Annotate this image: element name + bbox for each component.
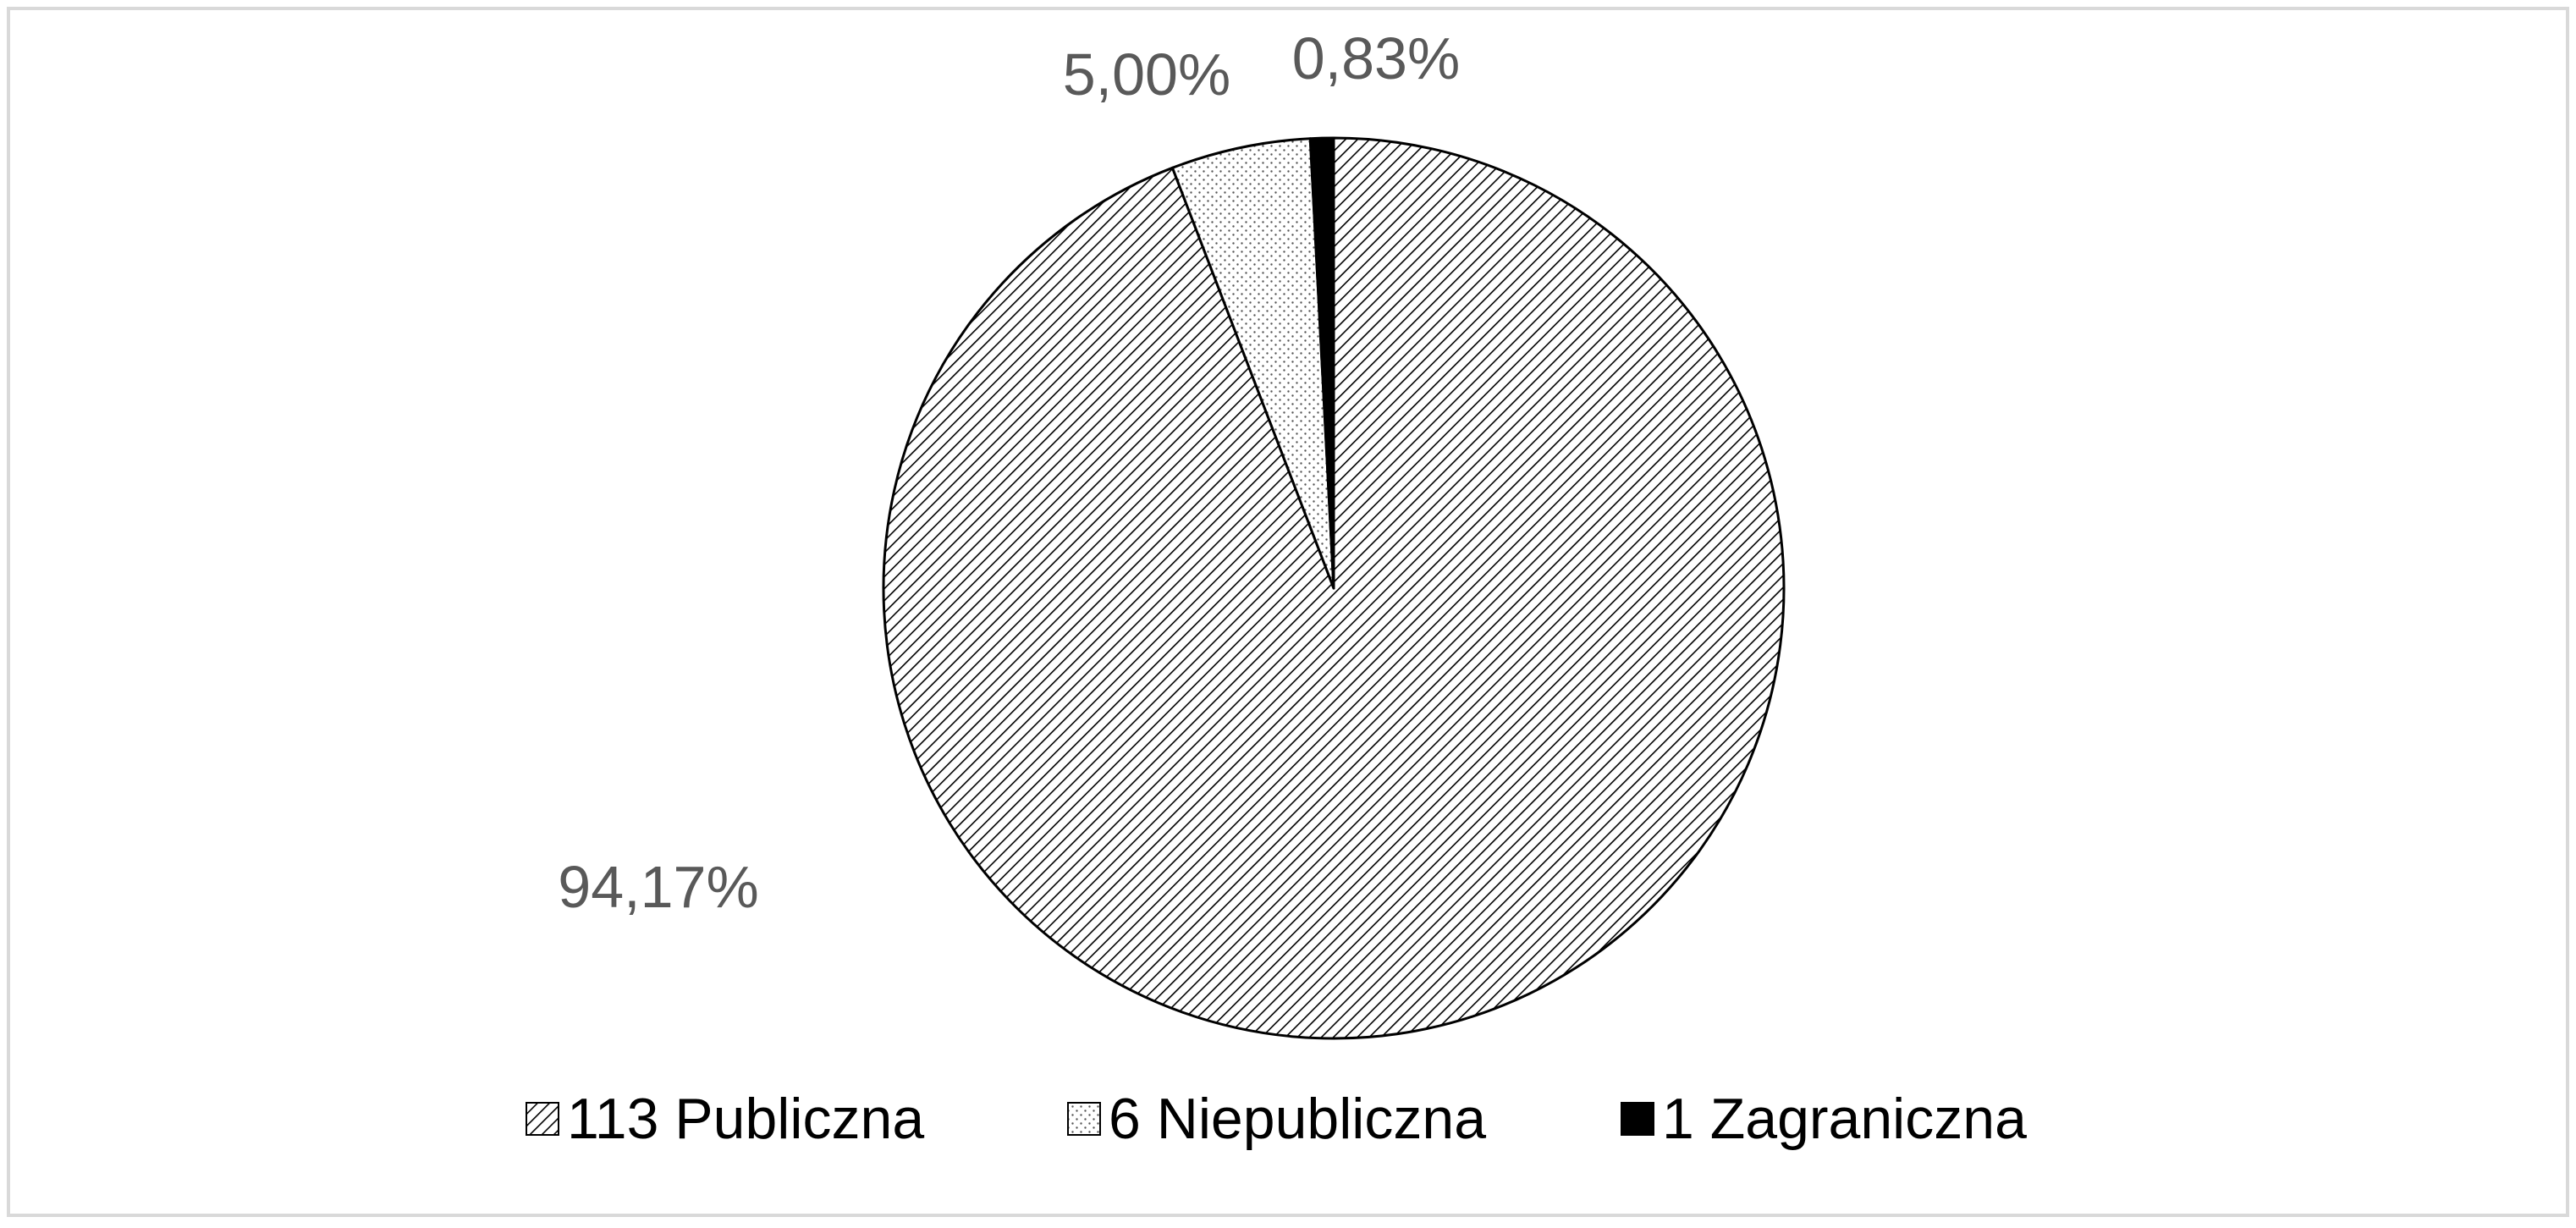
legend-label-1: 113 Publiczna <box>567 1087 924 1151</box>
pie-slice-2 <box>1170 137 1335 590</box>
data-label-3: 0,83% <box>1292 25 1460 91</box>
data-label-1: 94,17% <box>558 854 758 920</box>
legend-item-1: 113 Publiczna <box>526 1087 924 1151</box>
pie-slice-3 <box>1308 136 1335 590</box>
pie-slices <box>882 136 1786 1040</box>
legend-label-2: 6 Niepubliczna <box>1109 1087 1486 1151</box>
legend-item-2: 6 Niepubliczna <box>1067 1087 1486 1151</box>
legend-label-3: 1 Zagraniczna <box>1662 1087 2027 1151</box>
data-label-2: 5,00% <box>1063 41 1230 107</box>
legend-item-3: 1 Zagraniczna <box>1621 1087 2027 1151</box>
legend: 113 Publiczna 6 Niepubliczna 1 Zagraniczna <box>526 1087 2027 1151</box>
pie-data-labels: 94,17% 5,00% 0,83% <box>558 25 1460 920</box>
legend-swatch-1 <box>526 1102 559 1136</box>
legend-swatch-2 <box>1067 1102 1101 1136</box>
legend-swatch-3 <box>1621 1102 1654 1136</box>
